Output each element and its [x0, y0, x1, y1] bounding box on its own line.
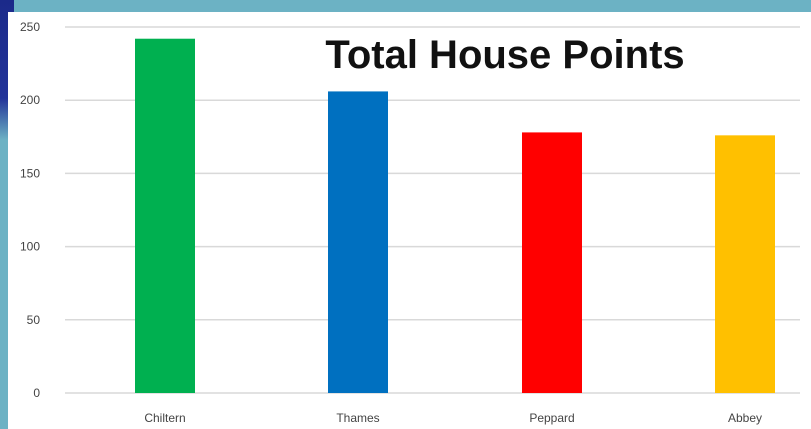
bar-peppard — [522, 132, 582, 393]
y-tick-label: 100 — [20, 240, 40, 254]
x-axis-categories: Chiltern Thames Peppard Abbey — [144, 411, 762, 425]
x-category-label: Chiltern — [144, 411, 185, 425]
bar-thames — [328, 91, 388, 393]
y-tick-label: 200 — [20, 93, 40, 107]
y-tick-label: 150 — [20, 166, 40, 180]
bar-abbey — [715, 135, 775, 393]
y-tick-label: 0 — [33, 386, 40, 400]
chart-title: Total House Points — [325, 33, 684, 77]
y-tick-label: 50 — [27, 313, 41, 327]
bars — [135, 38, 775, 393]
y-axis-ticks: 0 50 100 150 200 250 — [20, 20, 40, 400]
y-tick-label: 250 — [20, 20, 40, 34]
x-category-label: Peppard — [529, 411, 574, 425]
x-category-label: Thames — [336, 411, 379, 425]
x-category-label: Abbey — [728, 411, 762, 425]
bar-chiltern — [135, 38, 195, 393]
